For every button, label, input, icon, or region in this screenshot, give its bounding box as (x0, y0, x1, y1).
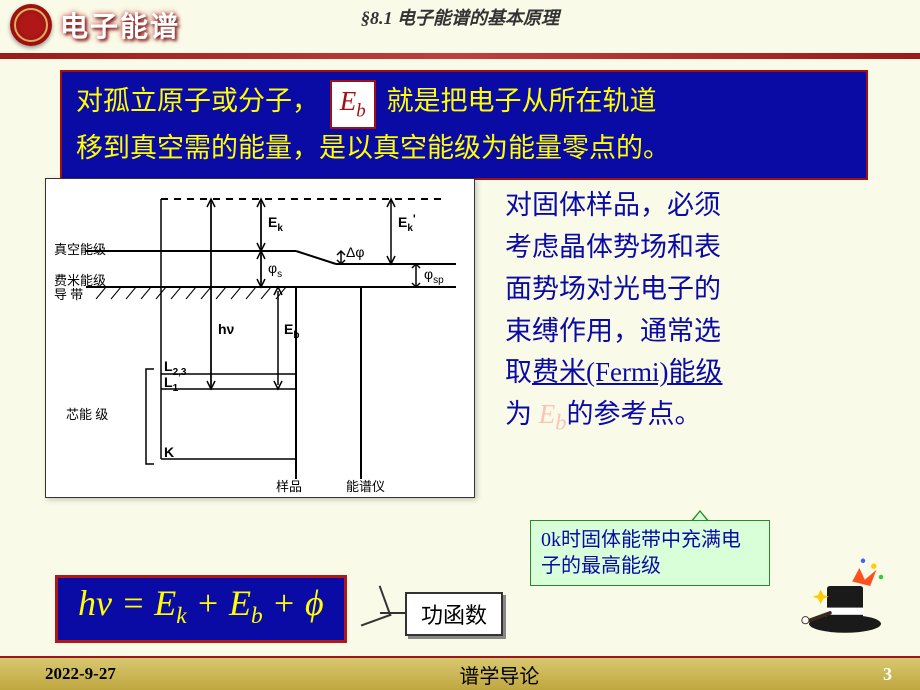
lbl-cond: 导 带 (54, 287, 83, 302)
eb-b: b (356, 100, 365, 121)
formula-box: hν = Ek + Eb + ϕ (55, 575, 347, 643)
right-explanation: 对固体样品，必须 考虑晶体势场和表 面势场对光电子的 束缚作用，通常选 取费米(… (505, 185, 875, 440)
footer-date: 2022-9-27 (45, 664, 116, 684)
energy-diagram: 真空能级 费米能级 导 带 芯能 级 Ek Ek' Δφ φs φsp hν E… (45, 178, 475, 498)
def-text-1a: 对孤立原子或分子， (76, 86, 319, 116)
magic-hat-icon (800, 550, 890, 640)
lbl-vacuum: 真空能级 (54, 242, 106, 257)
work-function-label: 功函数 (405, 592, 503, 636)
eb-symbol-box: Eb (330, 80, 376, 129)
rt-l6b: 的参考点。 (567, 399, 702, 429)
university-logo (10, 4, 52, 46)
svg-text:hν: hν (218, 321, 235, 337)
svg-text:Ek: Ek (268, 214, 283, 234)
header-title: 电子能谱 (60, 5, 180, 45)
slide: 电子能谱 §8.1 电子能谱的基本原理 对孤立原子或分子， Eb 就是把电子从所… (0, 0, 920, 690)
svg-text:能谱仪: 能谱仪 (346, 479, 385, 494)
section-label: §8.1 电子能谱的基本原理 (361, 4, 559, 30)
ghost-eb: Eb (539, 399, 567, 429)
rt-l1: 对固体样品，必须 (505, 190, 721, 220)
footer-title: 谱学导论 (459, 660, 539, 689)
svg-text:Ek': Ek' (398, 212, 416, 234)
svg-text:Δφ: Δφ (346, 244, 364, 260)
svg-text:Eb: Eb (284, 321, 299, 341)
definition-box: 对孤立原子或分子， Eb 就是把电子从所在轨道 移到真空需的能量，是以真空能级为… (60, 70, 868, 180)
lbl-fermi: 费米能级 (54, 273, 106, 288)
rt-l6a: 为 (505, 399, 539, 429)
eb-E: E (340, 86, 357, 116)
def-text-2: 移到真空需的能量，是以真空能级为能量零点的。 (76, 133, 670, 163)
ribbon (0, 53, 920, 59)
rt-l5u: 费米(Fermi)能级 (532, 357, 722, 387)
footer: 2022-9-27 谱学导论 3 (0, 656, 920, 690)
rt-l5a: 取 (505, 357, 532, 387)
lbl-core: 芯能 级 (66, 407, 108, 422)
footer-page: 3 (883, 664, 892, 685)
svg-text:φsp: φsp (424, 266, 444, 286)
fermi-callout: 0k时固体能带中充满电子的最高能级 (530, 520, 770, 586)
rt-l2: 考虑晶体势场和表 (505, 232, 721, 262)
svg-text:K: K (164, 444, 174, 460)
svg-text:样品: 样品 (276, 479, 302, 494)
rt-l3: 面势场对光电子的 (505, 274, 721, 304)
formula: hν = Ek + Eb + ϕ (78, 583, 324, 623)
def-text-1b: 就是把电子从所在轨道 (386, 86, 656, 116)
svg-text:φs: φs (268, 260, 282, 280)
rt-l4: 束缚作用，通常选 (505, 316, 721, 346)
